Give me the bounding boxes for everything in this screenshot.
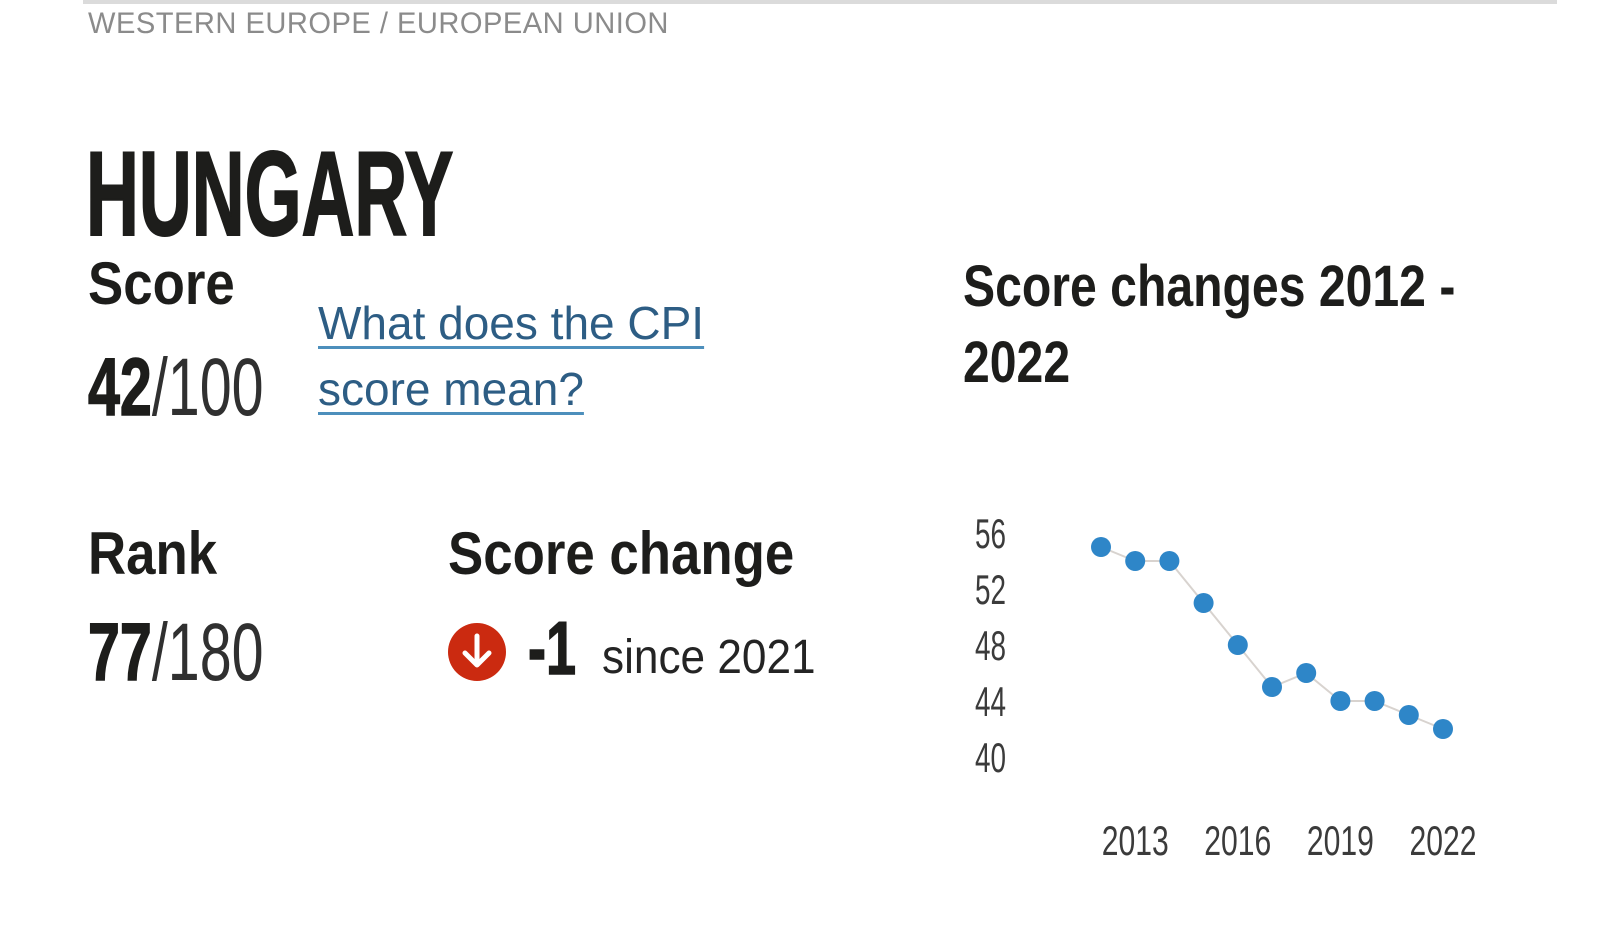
breadcrumb: WESTERN EUROPE / EUROPEAN UNION: [88, 7, 669, 40]
rank-denominator: /180: [151, 607, 264, 698]
chart-point[interactable]: [1262, 677, 1282, 697]
x-axis-tick-label: 2016: [1204, 817, 1271, 864]
score-label: Score: [88, 250, 235, 317]
chart-point[interactable]: [1296, 663, 1317, 683]
top-divider: [83, 0, 1557, 4]
score-denominator: /100: [151, 342, 264, 433]
score-change-value: -1: [527, 606, 577, 690]
score-change-suffix: since 2021: [602, 631, 816, 684]
chart-point[interactable]: [1364, 691, 1385, 711]
score-change-label: Score change: [448, 520, 795, 587]
x-axis-tick-label: 2022: [1410, 817, 1477, 864]
y-axis-tick-label: 48: [975, 622, 1006, 669]
chart-point[interactable]: [1125, 551, 1146, 571]
trend-line: [1100, 546, 1444, 730]
y-axis-tick-label: 40: [975, 734, 1006, 781]
rank-number: 77: [87, 607, 152, 698]
chart-point[interactable]: [1398, 705, 1419, 725]
y-axis-tick-label: 52: [975, 566, 1006, 613]
chart-point[interactable]: [1330, 691, 1351, 711]
cpi-score-link[interactable]: What does the CPI score mean?: [318, 297, 705, 415]
chart-point[interactable]: [1433, 719, 1453, 739]
score-change-badge: [448, 623, 506, 681]
chart-title: Score changes 2012 - 2022: [963, 254, 1456, 395]
y-axis-tick-label: 44: [975, 678, 1006, 725]
chart-point[interactable]: [1193, 593, 1214, 613]
chart-point[interactable]: [1159, 551, 1180, 571]
rank-label: Rank: [88, 520, 218, 587]
score-value: 42/100: [87, 346, 263, 430]
x-axis-tick-label: 2019: [1307, 817, 1374, 864]
arrow-down-circle-icon: [462, 633, 492, 668]
rank-value: 77/180: [87, 611, 263, 695]
page-title: HUNGARY: [85, 127, 454, 262]
x-axis-tick-label: 2013: [1102, 817, 1169, 864]
score-trend-chart: 56 52 48 44 40 2013 2016 2019 2022: [975, 510, 1477, 864]
chart-point[interactable]: [1227, 635, 1248, 655]
y-axis-tick-label: 56: [975, 510, 1006, 557]
chart-point[interactable]: [1091, 537, 1111, 557]
score-number: 42: [87, 342, 152, 433]
